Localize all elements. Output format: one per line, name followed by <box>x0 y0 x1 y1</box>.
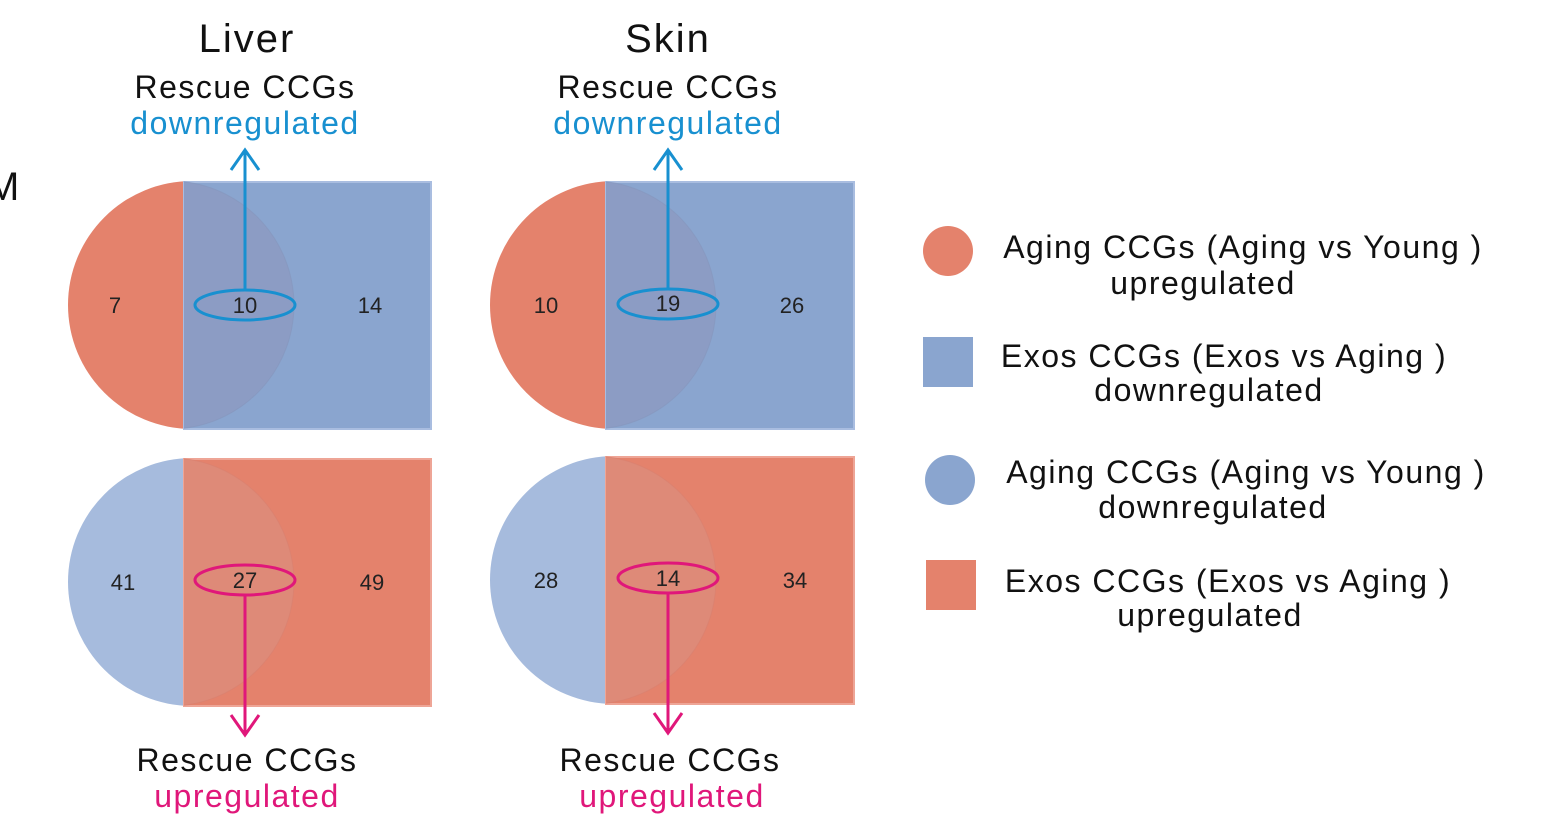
legend-item-aging-up: Aging CCGs (Aging vs Young ) upregulated <box>923 226 1483 301</box>
skin-top-left-count: 10 <box>534 293 558 318</box>
skin-top-right-count: 26 <box>780 293 804 318</box>
legend: Aging CCGs (Aging vs Young ) upregulated… <box>923 226 1486 633</box>
skin-bottom-arrow-down-icon <box>652 712 684 736</box>
salmon-square-icon <box>926 560 976 610</box>
skin-bottom-right-count: 34 <box>783 568 807 593</box>
legend-item-aging-down-line2: downregulated <box>1098 489 1327 525</box>
skin-top-caption-line2: downregulated <box>553 105 782 141</box>
liver-bottom-caption-line2: upregulated <box>154 778 340 814</box>
panel-letter: M <box>0 165 19 209</box>
blue-square-icon <box>923 337 973 387</box>
liver-bottom-left-count: 41 <box>111 570 135 595</box>
liver-bottom-caption-line1: Rescue CCGs <box>137 742 358 778</box>
skin-top-venn: 10 19 26 <box>490 147 855 430</box>
skin-title: Skin <box>625 17 711 61</box>
liver-top-right-count: 14 <box>358 293 382 318</box>
skin-bottom-caption-line1: Rescue CCGs <box>560 742 781 778</box>
liver-top-arrow-up-icon <box>229 147 261 171</box>
legend-item-aging-up-line2: upregulated <box>1110 265 1296 301</box>
salmon-circle-icon <box>923 226 973 276</box>
liver-bottom-venn: 41 27 49 <box>68 458 432 738</box>
liver-bottom-arrow-down-icon <box>229 714 261 738</box>
liver-bottom-overlap-count: 27 <box>233 568 257 593</box>
skin-top-overlap <box>606 181 716 429</box>
skin-top-caption-line1: Rescue CCGs <box>558 69 779 105</box>
skin-bottom-left-count: 28 <box>534 568 558 593</box>
liver-top-overlap-count: 10 <box>233 293 257 318</box>
legend-item-aging-up-line1: Aging CCGs (Aging vs Young ) <box>1003 229 1483 265</box>
liver-top-overlap <box>184 181 294 429</box>
blue-circle-icon <box>925 455 975 505</box>
liver-top-caption-line1: Rescue CCGs <box>135 69 356 105</box>
liver-column: Liver Rescue CCGs downregulated 7 10 14 … <box>68 17 432 814</box>
legend-item-aging-down: Aging CCGs (Aging vs Young ) downregulat… <box>925 454 1486 525</box>
skin-bottom-overlap-count: 14 <box>656 566 680 591</box>
legend-item-exos-up-line2: upregulated <box>1117 597 1303 633</box>
liver-title: Liver <box>199 17 296 61</box>
legend-item-exos-down-line1: Exos CCGs (Exos vs Aging ) <box>1001 338 1447 374</box>
legend-item-exos-down: Exos CCGs (Exos vs Aging ) downregulated <box>923 337 1447 408</box>
skin-bottom-caption-line2: upregulated <box>579 778 765 814</box>
skin-column: Skin Rescue CCGs downregulated 10 19 26 … <box>490 17 855 814</box>
skin-bottom-venn: 28 14 34 <box>490 456 855 736</box>
liver-top-caption-line2: downregulated <box>130 105 359 141</box>
liver-bottom-overlap <box>184 458 294 706</box>
skin-bottom-overlap <box>606 456 716 704</box>
liver-top-venn: 7 10 14 <box>68 147 432 430</box>
liver-bottom-right-count: 49 <box>360 570 384 595</box>
legend-item-exos-up: Exos CCGs (Exos vs Aging ) upregulated <box>926 560 1451 633</box>
skin-top-overlap-count: 19 <box>656 291 680 316</box>
skin-top-arrow-up-icon <box>652 147 684 171</box>
legend-item-aging-down-line1: Aging CCGs (Aging vs Young ) <box>1006 454 1486 490</box>
legend-item-exos-down-line2: downregulated <box>1094 372 1323 408</box>
liver-top-left-count: 7 <box>109 293 121 318</box>
legend-item-exos-up-line1: Exos CCGs (Exos vs Aging ) <box>1005 563 1451 599</box>
